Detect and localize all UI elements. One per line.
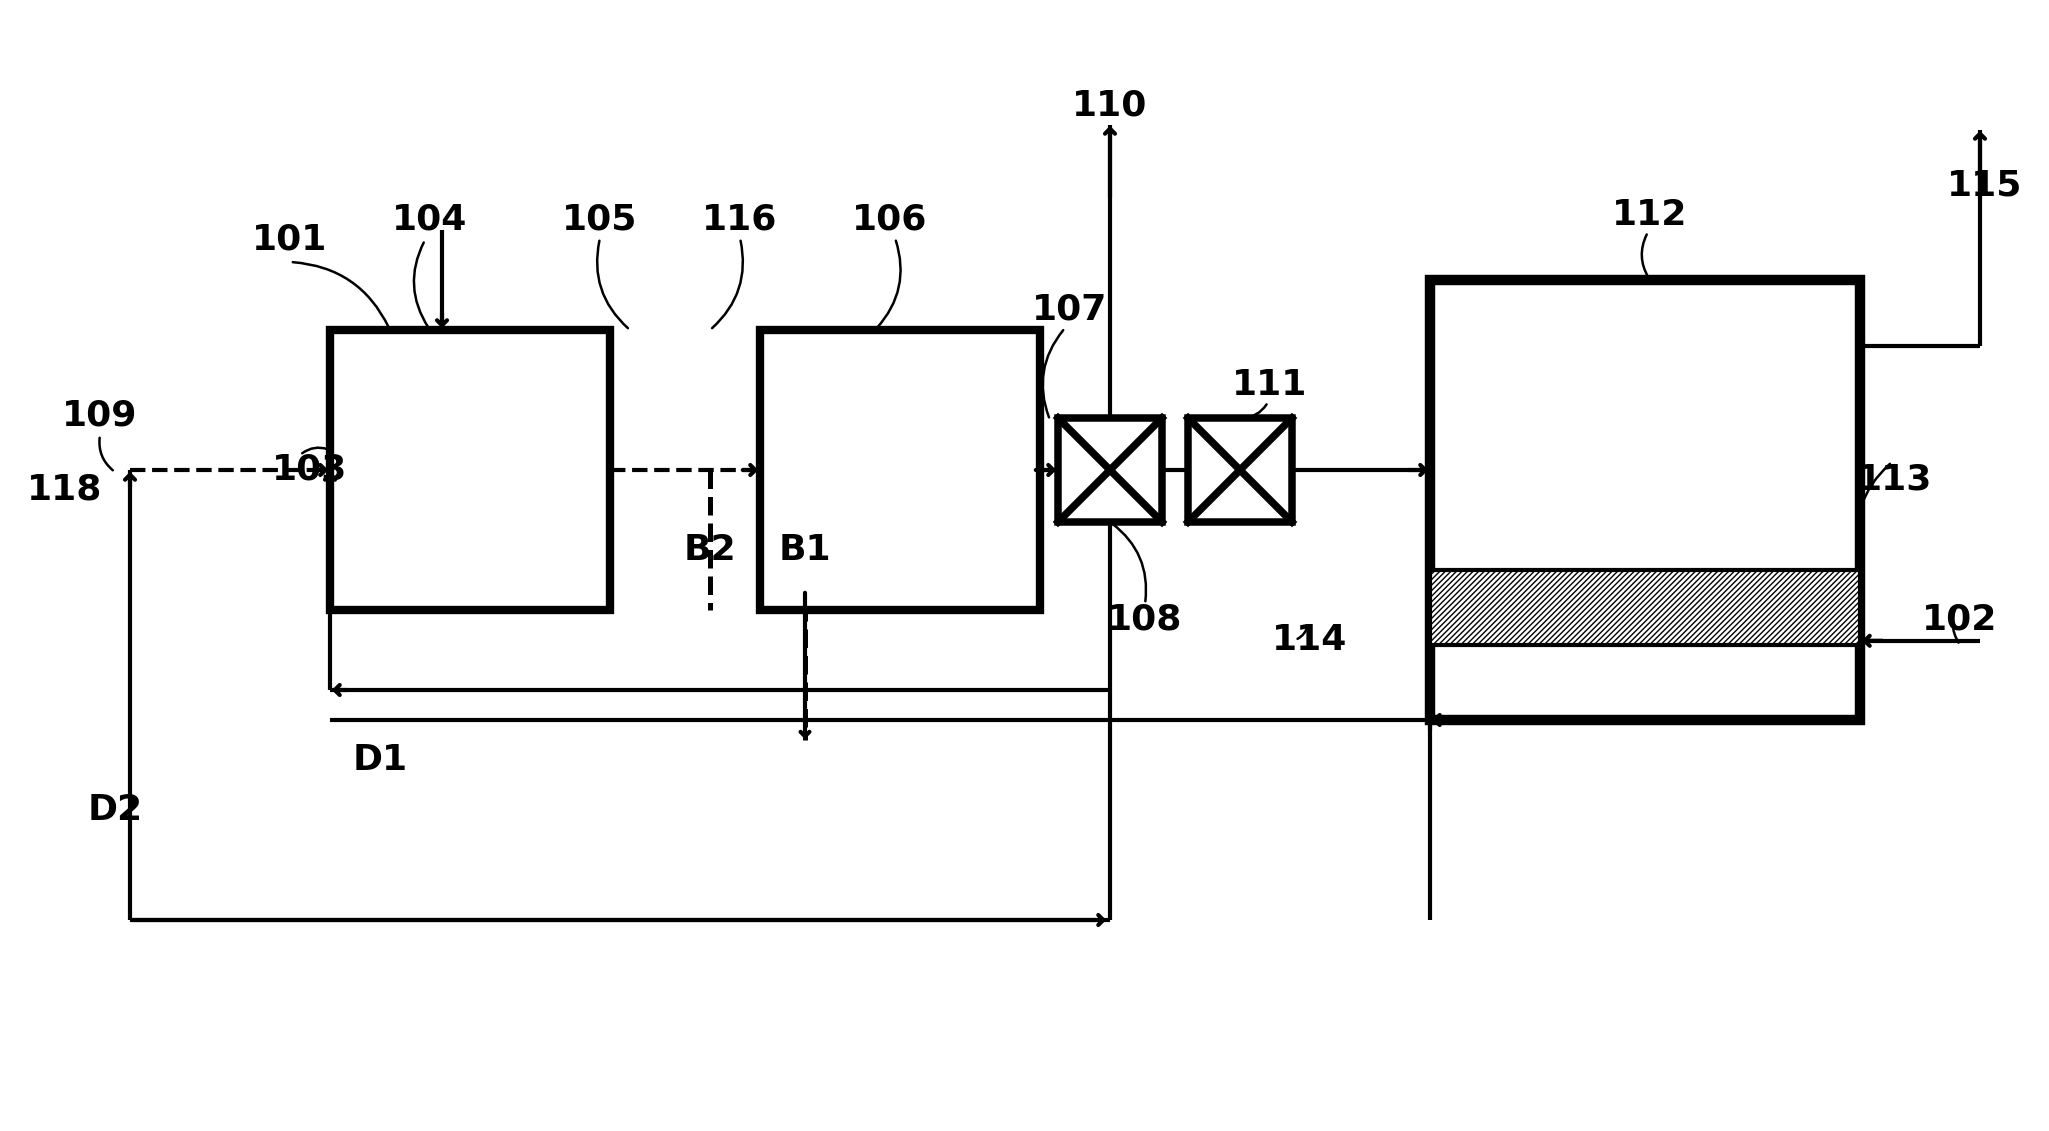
Text: 114: 114 xyxy=(1272,623,1348,657)
Text: 112: 112 xyxy=(1613,198,1688,232)
Text: 107: 107 xyxy=(1033,293,1109,327)
Text: 101: 101 xyxy=(252,223,328,257)
Text: B2: B2 xyxy=(684,533,736,567)
Text: 115: 115 xyxy=(1947,169,2022,202)
Text: D1: D1 xyxy=(352,743,408,777)
Text: 111: 111 xyxy=(1231,368,1307,402)
Bar xyxy=(760,330,1041,610)
Text: B1: B1 xyxy=(779,533,832,567)
Bar xyxy=(1430,570,1860,645)
Bar xyxy=(1188,418,1293,523)
Text: 102: 102 xyxy=(1922,603,1998,637)
Text: 110: 110 xyxy=(1072,88,1147,122)
Text: 106: 106 xyxy=(852,202,928,238)
Bar xyxy=(330,330,611,610)
Bar xyxy=(1430,280,1860,720)
Text: D2: D2 xyxy=(88,793,143,827)
Text: 108: 108 xyxy=(1106,603,1182,637)
Text: 104: 104 xyxy=(391,202,467,238)
Text: 109: 109 xyxy=(61,398,137,432)
Bar xyxy=(1057,418,1162,523)
Text: 116: 116 xyxy=(703,202,779,238)
Text: 118: 118 xyxy=(27,473,102,507)
Text: 103: 103 xyxy=(273,454,348,487)
Text: 105: 105 xyxy=(561,202,637,238)
Text: 113: 113 xyxy=(1856,463,1932,497)
